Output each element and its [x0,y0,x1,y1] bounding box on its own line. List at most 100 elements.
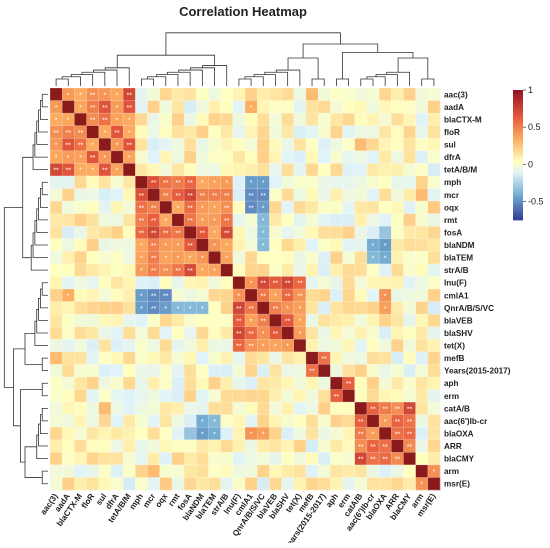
heatmap-cell [135,464,148,478]
heatmap-cell [123,289,136,302]
heatmap-cell [196,289,209,302]
heatmap-cell [220,263,234,277]
heatmap-cell [415,138,429,152]
heatmap-cell [159,339,173,353]
heatmap-cell [171,464,185,478]
significance-marker: ** [78,143,84,150]
heatmap-cell [403,389,416,403]
heatmap-cell [62,138,75,152]
heatmap-cell [354,226,368,240]
significance-marker: * [201,419,204,426]
heatmap-cell [232,289,246,302]
heatmap-cell [427,464,441,478]
heatmap-cell [62,251,75,265]
heatmap-cell [220,301,234,315]
heatmap-cell [110,339,124,353]
significance-marker: ** [126,143,132,150]
heatmap-cell [110,389,124,403]
heatmap-cell [135,301,148,315]
heatmap-cell [342,175,355,189]
significance-marker: * [213,243,216,250]
heatmap-cell [184,389,197,403]
heatmap-cell [171,402,185,415]
heatmap-cell [123,402,136,415]
heatmap-cell [318,351,331,365]
heatmap-cell [354,339,368,353]
heatmap-cell [98,251,112,265]
top-dendrogram [55,32,435,86]
significance-marker: * [55,117,58,124]
heatmap-cell [208,326,221,340]
heatmap-cell [354,351,368,365]
heatmap-cell [403,439,416,453]
heatmap-cell [123,163,136,177]
heatmap-cell [354,88,368,101]
heatmap-cell [257,452,270,466]
heatmap-cell [232,163,246,177]
heatmap-cell [257,263,270,277]
row-label: tet(X) [444,342,465,351]
heatmap-cell [257,289,270,302]
significance-marker: * [250,105,253,112]
heatmap-cell [342,301,355,315]
heatmap-cell [330,301,343,315]
heatmap-cell [159,163,173,177]
heatmap-cell [354,163,368,177]
significance-marker: * [55,155,58,162]
heatmap-cell [366,213,380,227]
significance-marker: ** [224,218,230,225]
heatmap-cell [147,276,160,290]
heatmap-cell [62,439,75,453]
heatmap-cell [74,301,87,315]
heatmap-cell [391,402,404,415]
row-label: strA/B [444,266,469,275]
significance-marker: ** [370,444,376,451]
heatmap-cell [50,213,63,227]
heatmap-cell [74,477,87,491]
significance-marker: ** [224,193,230,200]
heatmap-cell [74,188,87,202]
row-label: ARR [444,442,462,451]
heatmap-cell [98,201,112,214]
heatmap-cell [427,251,441,265]
heatmap-cell [74,364,87,378]
significance-marker: ** [187,218,193,225]
heatmap-cell [62,201,75,214]
heatmap-cell [86,238,100,252]
heatmap-cell [403,238,416,252]
significance-marker: ** [175,180,181,187]
row-labels: aac(3) aadA blaCTX-M floR sul dfrA tetA/B/M mph… [444,90,511,488]
heatmap-cell [245,389,258,403]
heatmap-cell [86,439,100,453]
heatmap-cell [305,251,319,265]
heatmap-cell [293,301,307,315]
heatmap-cell [354,100,368,114]
significance-marker: ** [187,205,193,212]
heatmap-cell [184,113,197,126]
heatmap-cell [366,364,380,378]
heatmap-cell [135,439,148,453]
significance-marker: ** [248,193,254,200]
heatmap-cell [171,150,185,164]
row-label: blaOXA [444,429,474,438]
heatmap-cell [318,301,331,315]
heatmap-cell [391,138,404,152]
heatmap-cell [415,326,429,340]
heatmap-cell [123,125,136,139]
heatmap-cell [184,477,197,491]
heatmap-cell [123,452,136,466]
heatmap-cell [232,201,246,214]
row-label: blaSHV [444,329,473,338]
heatmap-cell [293,263,307,277]
heatmap-cell [379,376,392,390]
significance-marker: ** [200,193,206,200]
heatmap-cell [220,213,234,227]
heatmap-cell [354,402,368,415]
heatmap-cell [147,339,160,353]
heatmap-cell [281,226,295,240]
heatmap-cell [62,389,75,403]
significance-marker: * [177,243,180,250]
significance-marker: * [238,293,241,300]
heatmap-cell [171,376,185,390]
heatmap-cell [171,276,185,290]
